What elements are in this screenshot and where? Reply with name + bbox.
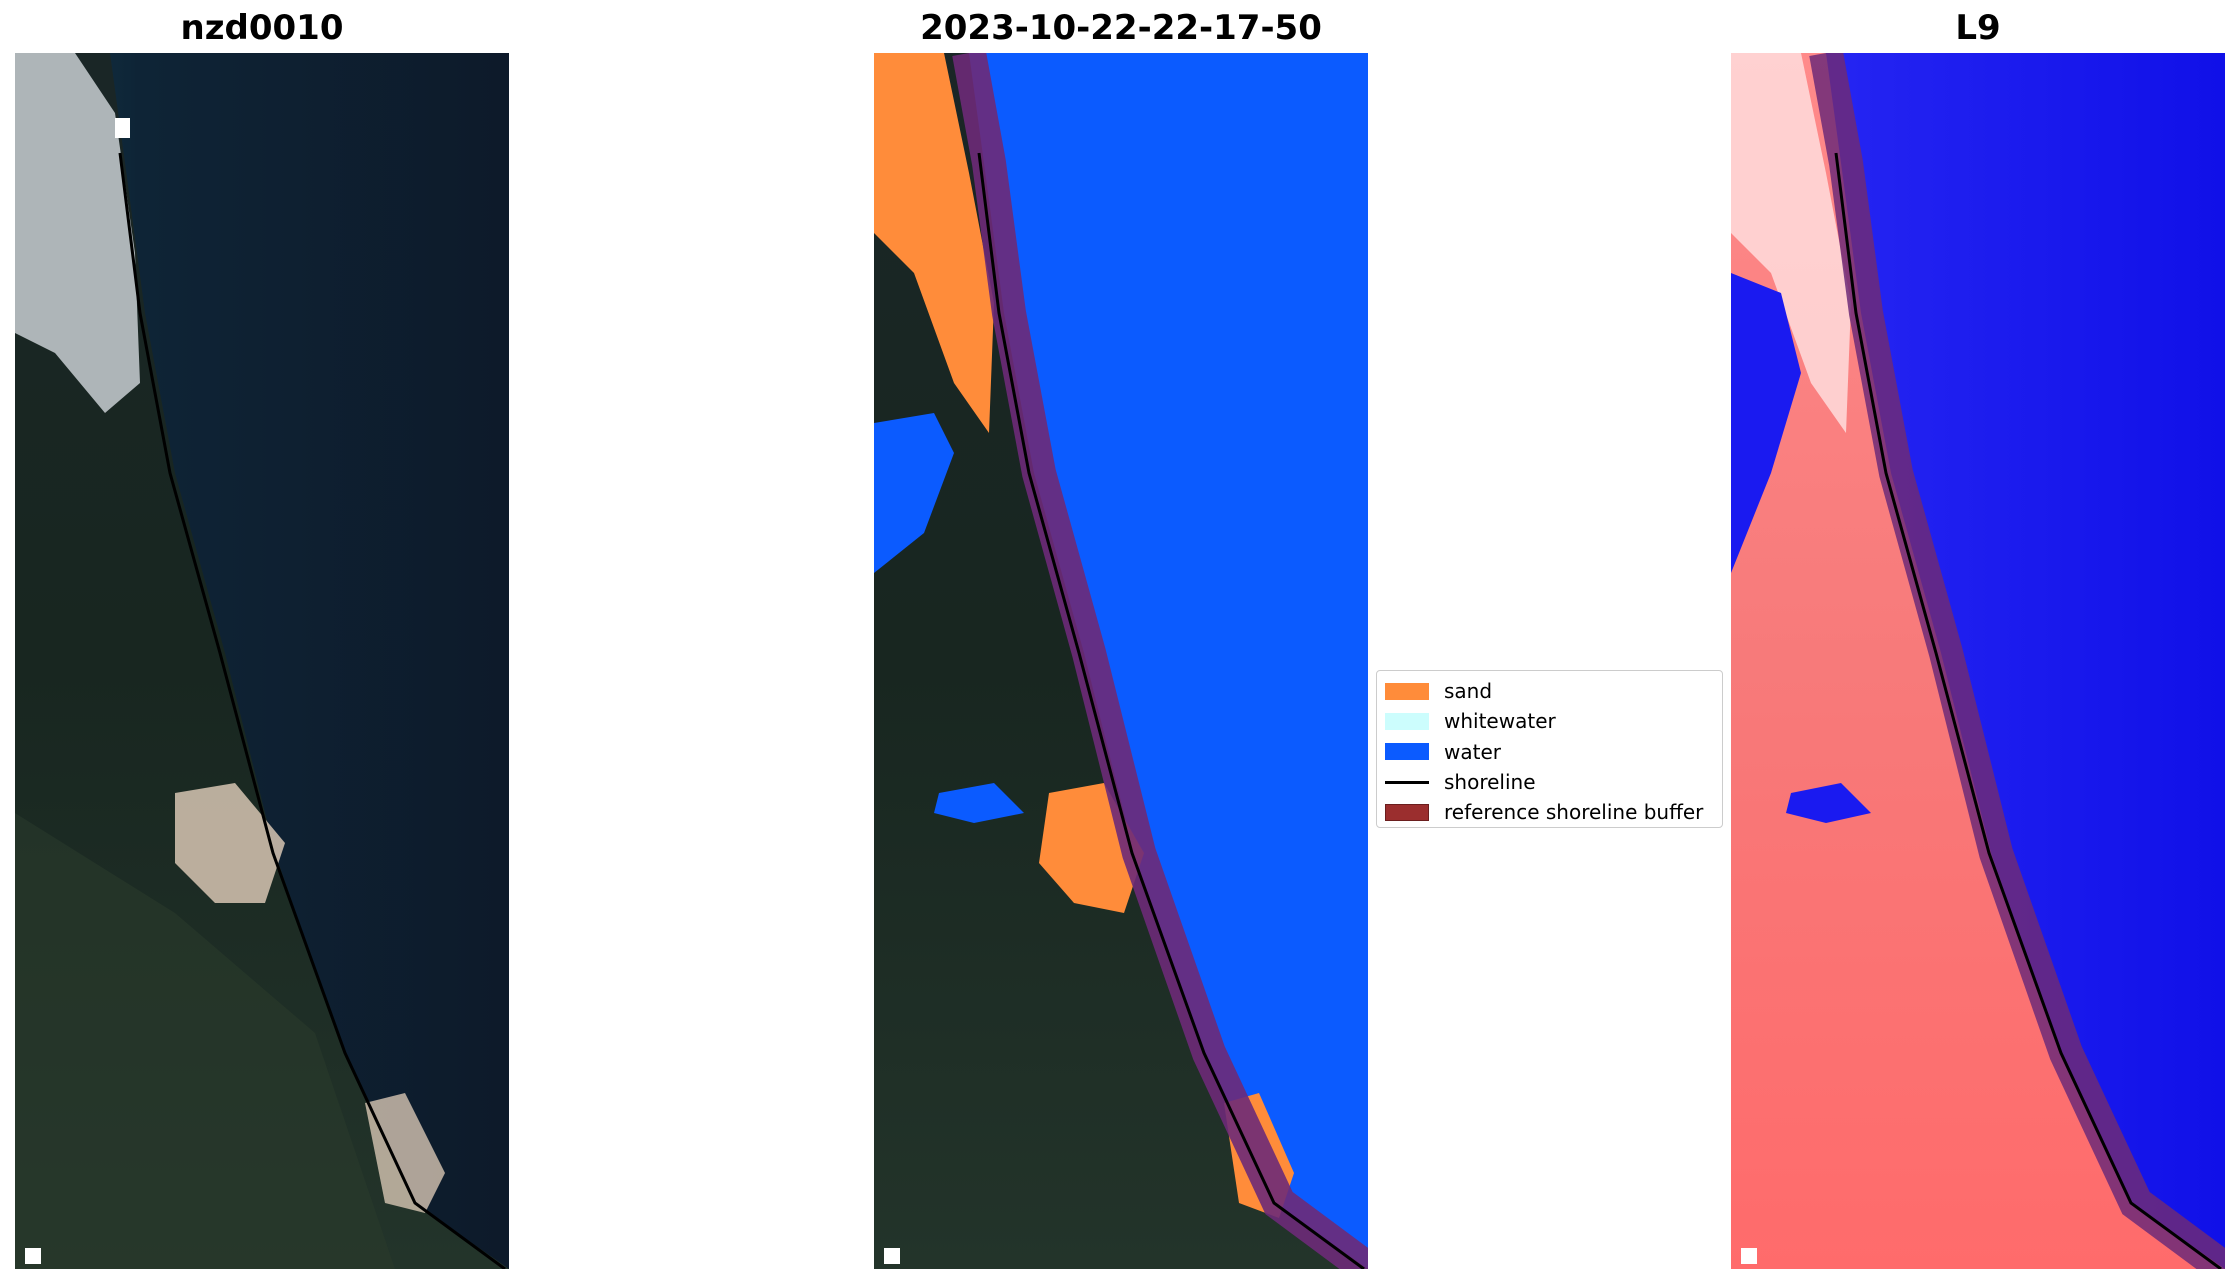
legend-item-buffer: reference shoreline buffer <box>1377 797 1722 827</box>
index-land <box>1731 53 2225 1269</box>
index-lake <box>1786 783 1871 823</box>
rgb-image-canvas <box>15 53 509 1269</box>
nodata-corner <box>1741 1248 1757 1264</box>
sand-class-north <box>874 53 994 433</box>
legend-item-sand: sand <box>1377 676 1722 706</box>
panel-title-rgb: nzd0010 <box>180 8 344 48</box>
lake-class <box>934 783 1024 823</box>
rgb-satellite-image <box>15 53 509 1269</box>
shoreline-line <box>1834 152 2222 1269</box>
shoreline-line <box>977 152 1365 1269</box>
panel-title-classified: 2023-10-22-22-17-50 <box>920 8 1322 48</box>
classified-canvas <box>874 53 1368 1269</box>
lagoon-class <box>874 413 954 573</box>
reference-shoreline-buffer <box>952 53 1368 1269</box>
legend-swatch-whitewater <box>1385 712 1429 730</box>
index-image <box>1731 53 2225 1269</box>
shoreline-line <box>118 152 506 1269</box>
dunes-north <box>15 53 140 413</box>
nodata-patch <box>115 118 130 138</box>
classified-image <box>874 53 1368 1269</box>
dunes-mid <box>175 783 285 903</box>
legend-swatch-water <box>1385 743 1429 761</box>
legend: sand whitewater water shoreline referenc… <box>1376 670 1723 828</box>
legend-label: reference shoreline buffer <box>1444 800 1704 825</box>
legend-label: whitewater <box>1444 709 1556 734</box>
index-lagoon <box>1731 273 1801 573</box>
legend-swatch-buffer <box>1385 803 1429 821</box>
legend-item-water: water <box>1377 737 1722 767</box>
reference-shoreline-buffer <box>1809 53 2225 1269</box>
legend-item-whitewater: whitewater <box>1377 706 1722 736</box>
panel-title-index: L9 <box>1955 8 2001 48</box>
legend-item-shoreline: shoreline <box>1377 767 1722 797</box>
legend-label: shoreline <box>1444 770 1536 795</box>
nodata-corner <box>25 1248 41 1264</box>
farmland <box>15 813 395 1269</box>
index-dunes-north <box>1731 53 1851 433</box>
dunes-south <box>365 1093 445 1213</box>
legend-swatch-shoreline <box>1385 780 1429 784</box>
land-class <box>874 53 1368 1269</box>
nodata-corner <box>884 1248 900 1264</box>
legend-label: sand <box>1444 679 1493 704</box>
legend-swatch-sand <box>1385 682 1429 700</box>
legend-label: water <box>1444 739 1501 764</box>
index-canvas <box>1731 53 2225 1269</box>
